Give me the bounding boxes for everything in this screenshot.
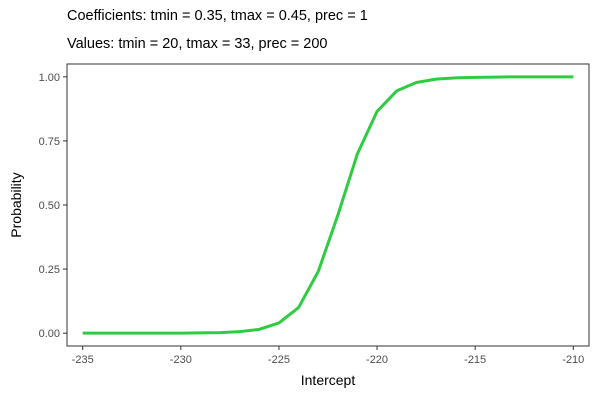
x-tick-label: -235	[72, 354, 94, 366]
y-tick-label: 0.75	[39, 136, 60, 148]
plot-panel	[66, 63, 590, 347]
series-group	[82, 75, 574, 335]
y-tick-label: 1.00	[39, 72, 60, 84]
x-tick-label: -215	[464, 354, 486, 366]
y-tick-label: 0.00	[39, 328, 60, 340]
x-tick-label: -220	[366, 354, 388, 366]
y-tick-label: 0.50	[39, 200, 60, 212]
x-tick-label: -225	[268, 354, 290, 366]
y-tick-label: 0.25	[39, 264, 60, 276]
chart-subtitle: Values: tmin = 20, tmax = 33, prec = 200	[67, 36, 328, 52]
x-tick-label: -230	[170, 354, 192, 366]
x-tick-label: -210	[562, 354, 584, 366]
axis-ticks: -235 -230 -225 -220 -215 -210 0.00 0.25 0.50 0.75…	[39, 72, 585, 366]
chart-title: Coefficients: tmin = 0.35, tmax = 0.45, …	[67, 8, 368, 24]
x-axis-title: Intercept	[301, 372, 356, 388]
y-axis-title: Probability	[8, 172, 24, 237]
series-line	[82, 75, 574, 335]
